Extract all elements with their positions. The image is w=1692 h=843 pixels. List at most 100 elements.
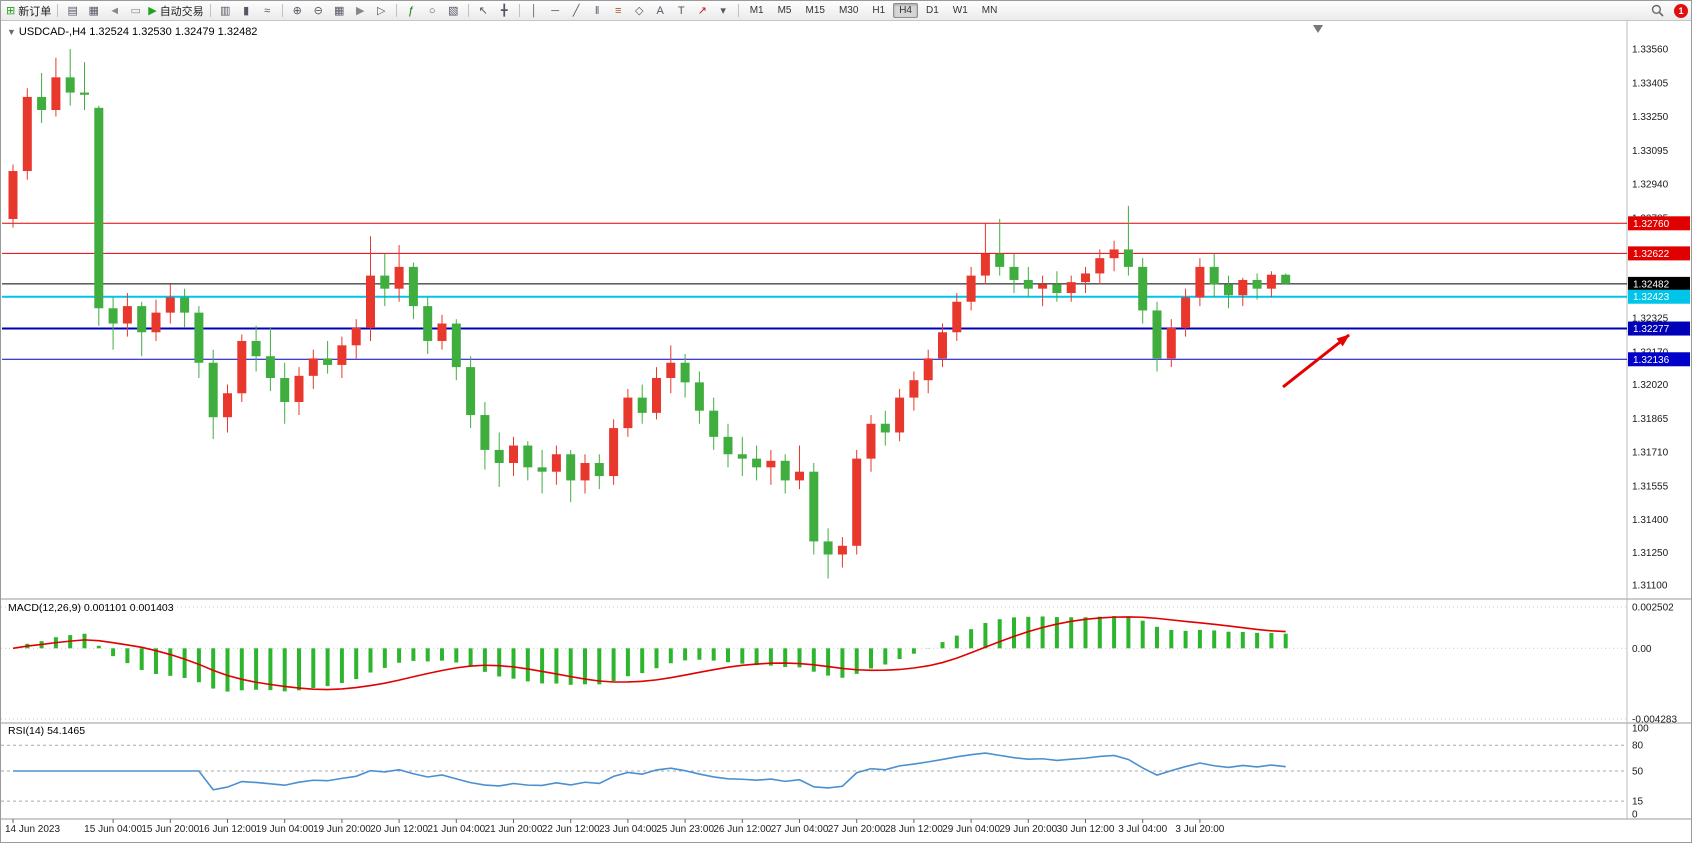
candle-body — [1009, 266, 1019, 280]
rsi-axis-label: 80 — [1632, 741, 1644, 752]
candle-body — [165, 297, 175, 313]
channel-icon[interactable]: ‖ — [594, 4, 600, 17]
macd-signal-line — [12, 616, 1286, 691]
vertical-line-icon[interactable]: │ — [530, 4, 538, 17]
time-axis-label: 26 Jun 12:00 — [713, 824, 771, 835]
sound-icon[interactable]: ◄ — [109, 4, 121, 17]
price-tag — [1628, 289, 1690, 304]
timeframe-button-h1[interactable]: H1 — [872, 5, 886, 16]
label-icon[interactable]: T — [677, 4, 685, 17]
candle-body — [852, 458, 862, 546]
timeframe-button-mn[interactable]: MN — [981, 5, 998, 16]
time-axis-label: 21 Jun 04:00 — [427, 824, 485, 835]
templates-icon[interactable]: ▧ — [447, 5, 459, 17]
time-axis-label: 16 Jun 12:00 — [199, 824, 257, 835]
candle-body — [523, 445, 533, 468]
rsi-axis-label: 100 — [1632, 724, 1649, 735]
horizontal-line-icon[interactable]: ─ — [551, 4, 560, 17]
candlestick-icon[interactable]: ▮ — [243, 5, 250, 17]
new-order-button[interactable]: ⊞ 新订单 — [5, 1, 52, 20]
candle-body — [280, 378, 290, 402]
price-axis-label: 1.31250 — [1632, 548, 1669, 559]
timeframe-button-m5[interactable]: M5 — [777, 5, 792, 16]
candle-body — [151, 312, 161, 333]
price-axis-label: 1.32325 — [1632, 314, 1669, 325]
candle-body — [22, 96, 32, 172]
objects-dropdown-icon[interactable]: ▾ — [720, 5, 726, 17]
candle-body — [795, 471, 804, 481]
time-axis-label: 3 Jul 20:00 — [1175, 824, 1224, 835]
chart-shift-icon[interactable]: ▷ — [376, 5, 386, 17]
notification-badge[interactable]: 1 — [1674, 3, 1688, 18]
timeframe-button-m15[interactable]: M15 — [805, 5, 825, 16]
crosshair-icon[interactable]: ╋ — [500, 5, 508, 17]
shapes-icon[interactable]: ◇ — [634, 5, 644, 17]
search-icon[interactable] — [1648, 1, 1667, 20]
candle-body — [809, 471, 819, 542]
candle-body — [437, 323, 447, 341]
candle-body — [737, 454, 747, 459]
data-window-icon[interactable]: ▦ — [88, 5, 99, 17]
time-axis-label: 30 Jun 12:00 — [1057, 824, 1115, 835]
candle-body — [1123, 249, 1133, 267]
price-axis-label: 1.31865 — [1632, 414, 1669, 425]
candle-body — [323, 358, 333, 365]
candle-body — [995, 253, 1005, 267]
chart-background — [1, 21, 1691, 842]
candle-body — [923, 358, 933, 381]
price-tag-label: 1.32622 — [1633, 249, 1670, 260]
candle-body — [580, 462, 590, 481]
periods-icon[interactable]: ○ — [428, 4, 436, 17]
chart-collapse-icon[interactable]: ▼ — [7, 27, 16, 37]
tile-windows-icon[interactable]: ▦ — [333, 5, 345, 17]
candle-body — [766, 460, 776, 468]
candle-body — [194, 312, 204, 363]
candle-body — [694, 382, 704, 411]
candle-body — [680, 362, 690, 383]
timeframe-button-h4[interactable]: H4 — [893, 3, 918, 18]
fibonacci-icon[interactable]: ≡ — [614, 4, 622, 17]
trendline-icon[interactable]: ╱ — [572, 5, 580, 17]
timeframe-button-w1[interactable]: W1 — [952, 5, 968, 16]
price-axis-label: 1.31400 — [1632, 515, 1669, 526]
price-tag-label: 1.32423 — [1633, 292, 1670, 303]
bar-chart-icon[interactable]: ▥ — [219, 5, 231, 17]
timeframe-button-d1[interactable]: D1 — [926, 5, 939, 16]
auto-scroll-icon[interactable]: ▶ — [355, 5, 365, 17]
candle-body — [1266, 274, 1276, 289]
chart-shift-marker[interactable] — [1313, 25, 1323, 33]
zoom-in-icon[interactable]: ⊕ — [292, 5, 302, 17]
candle-body — [122, 306, 132, 324]
timeframe-button-m30[interactable]: M30 — [838, 5, 859, 16]
market-watch-icon[interactable]: ▤ — [67, 5, 78, 17]
autotrade-button[interactable]: ▶ 自动交易 — [147, 1, 204, 20]
zoom-out-icon[interactable]: ⊖ — [313, 5, 323, 17]
cursor-icon[interactable]: ↖ — [478, 5, 488, 17]
trend-arrow-annotation[interactable] — [1282, 333, 1350, 389]
macd-axis-label: -0.004283 — [1632, 715, 1677, 726]
chat-icon[interactable]: ▭ — [130, 5, 141, 17]
line-chart-icon[interactable]: ≈ — [264, 4, 271, 17]
price-axis-label: 1.33560 — [1632, 45, 1669, 56]
price-axis-label: 1.32940 — [1632, 180, 1669, 191]
macd-indicator-label: MACD(12,26,9) 0.001101 0.001403 — [8, 602, 174, 614]
candle-body — [337, 345, 347, 365]
price-tag — [1628, 246, 1690, 261]
timeframe-button-m1[interactable]: M1 — [749, 5, 764, 16]
price-axis-label: 1.33250 — [1632, 112, 1669, 123]
candle-body — [208, 362, 218, 418]
candle-body — [623, 397, 633, 429]
price-axis-label: 1.32020 — [1632, 380, 1669, 391]
price-tag — [1628, 276, 1690, 291]
candle-body — [537, 467, 547, 472]
arrows-icon[interactable]: ↗ — [697, 5, 707, 17]
indicators-icon[interactable]: ƒ — [408, 4, 415, 17]
candle-body — [137, 306, 147, 333]
candle-body — [723, 436, 733, 455]
text-icon[interactable]: A — [656, 4, 664, 17]
candle-body — [866, 423, 876, 459]
candle-body — [509, 445, 518, 463]
rsi-axis-label: 15 — [1632, 797, 1644, 808]
time-axis-label: 21 Jun 20:00 — [485, 824, 543, 835]
